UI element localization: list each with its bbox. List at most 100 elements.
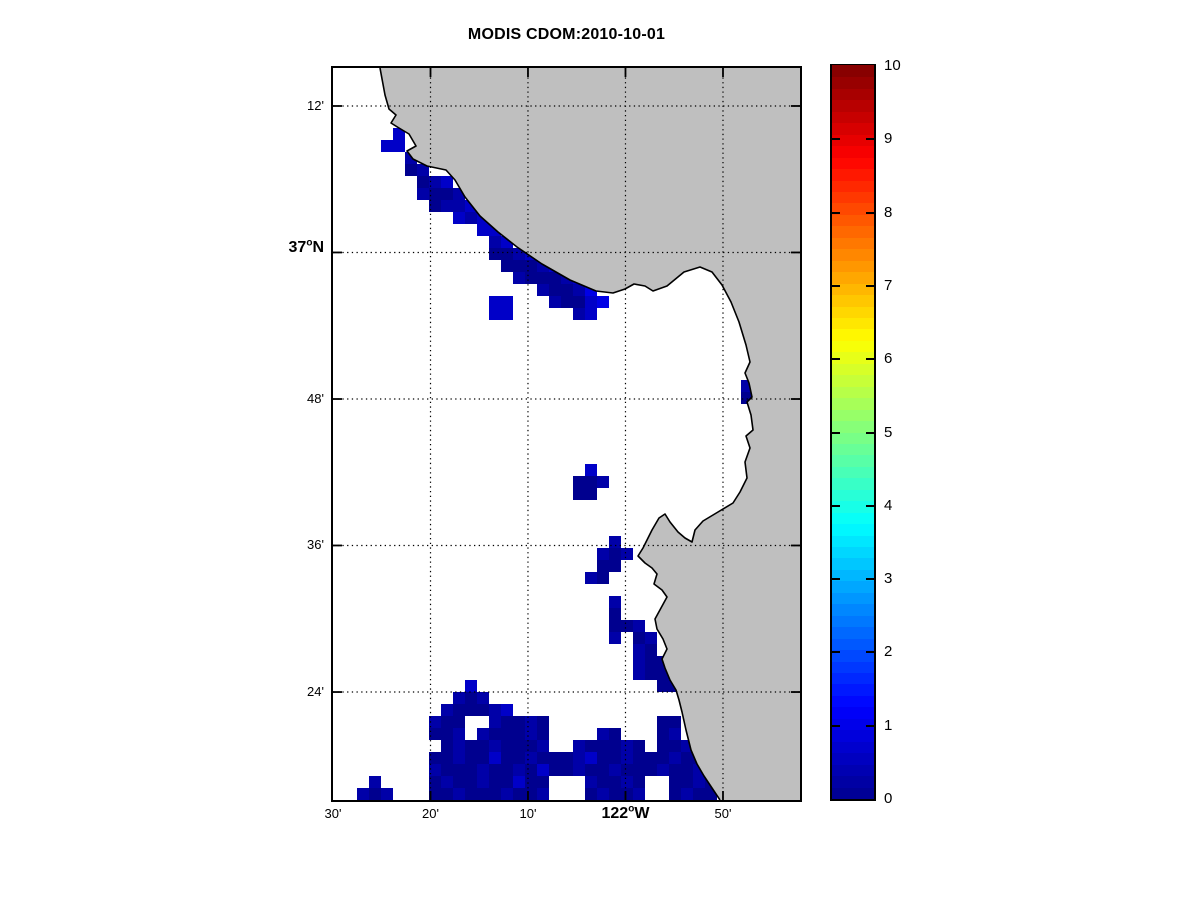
data-cell [513, 776, 525, 788]
colorbar-step [832, 557, 874, 570]
data-cell [441, 740, 453, 752]
land-layer [379, 68, 800, 800]
data-cell [453, 740, 465, 752]
data-cell [453, 704, 465, 716]
data-cell [525, 788, 537, 800]
colorbar-tick-label: 10 [884, 57, 901, 74]
data-cell [489, 776, 501, 788]
data-cell [597, 728, 609, 740]
colorbar-tick-mark [866, 284, 874, 287]
colorbar-step [832, 500, 874, 513]
data-cell [489, 704, 501, 716]
data-cell [501, 296, 513, 308]
data-cell [621, 752, 633, 764]
data-cell [585, 764, 597, 776]
data-cell [633, 632, 645, 644]
data-cell [573, 296, 585, 308]
colorbar-step [832, 764, 874, 777]
colorbar-step [832, 592, 874, 605]
data-cell [477, 776, 489, 788]
colorbar-step [832, 729, 874, 742]
data-cell [573, 764, 585, 776]
data-cell [585, 740, 597, 752]
colorbar-step [832, 626, 874, 639]
colorbar-tick-mark [832, 284, 840, 287]
data-cell [429, 752, 441, 764]
data-cell [441, 200, 453, 212]
data-cell [513, 716, 525, 728]
colorbar-step [832, 145, 874, 158]
data-cell [501, 776, 513, 788]
colorbar-step [832, 431, 874, 444]
data-cell [489, 752, 501, 764]
colorbar-tick-label: 4 [884, 496, 893, 514]
data-cell [621, 788, 633, 800]
colorbar-step [832, 420, 874, 433]
x-tick-label: 122oW [601, 803, 650, 822]
data-cell [525, 776, 537, 788]
colorbar-tick-mark [866, 504, 874, 507]
data-cell [657, 716, 669, 728]
data-cell [645, 764, 657, 776]
map-plot [331, 66, 802, 802]
data-cell [537, 752, 549, 764]
data-cell [441, 764, 453, 776]
data-cell [513, 728, 525, 740]
colorbar-step [832, 328, 874, 341]
data-cell [621, 764, 633, 776]
data-cell [441, 752, 453, 764]
data-cell [681, 752, 693, 764]
data-cell [525, 272, 537, 284]
data-cell [537, 788, 549, 800]
colorbar-tick-mark [866, 578, 874, 581]
colorbar-tick-mark [866, 358, 874, 361]
data-cell [597, 548, 609, 560]
data-cell [549, 752, 561, 764]
data-cell [501, 704, 513, 716]
data-cell [597, 788, 609, 800]
data-cell [537, 776, 549, 788]
colorbar-step [832, 179, 874, 192]
map-svg [333, 68, 800, 800]
colorbar-step [832, 775, 874, 788]
data-cell [657, 680, 669, 692]
data-cell [609, 740, 621, 752]
colorbar-step [832, 523, 874, 536]
data-cell [477, 740, 489, 752]
y-tick-label: 37oN [288, 238, 324, 257]
data-cell [513, 272, 525, 284]
data-cell [453, 728, 465, 740]
data-cell [453, 212, 465, 224]
data-cell [537, 740, 549, 752]
data-cell [609, 548, 621, 560]
data-cell [501, 260, 513, 272]
colorbar-tick-mark [866, 724, 874, 727]
colorbar-step [832, 76, 874, 89]
colorbar-step [832, 638, 874, 651]
data-cell [429, 776, 441, 788]
colorbar-tick-mark [832, 578, 840, 581]
data-cell [477, 788, 489, 800]
data-cell [573, 740, 585, 752]
data-cell [573, 752, 585, 764]
data-cell [513, 752, 525, 764]
data-cell [525, 716, 537, 728]
colorbar-tick-label: 9 [884, 130, 893, 148]
data-cell [537, 284, 549, 296]
colorbar-step [832, 122, 874, 135]
data-cell [513, 788, 525, 800]
data-cell [597, 740, 609, 752]
data-cell [597, 296, 609, 308]
data-cell [477, 704, 489, 716]
data-cell [669, 764, 681, 776]
colorbar-tick-label: 6 [884, 350, 893, 368]
data-cell [657, 752, 669, 764]
x-tick-label: 50' [714, 806, 732, 821]
colorbar-step [832, 225, 874, 238]
data-cell [609, 632, 621, 644]
data-cell [501, 728, 513, 740]
colorbar-step [832, 443, 874, 456]
data-cell [429, 728, 441, 740]
colorbar-step [832, 672, 874, 685]
